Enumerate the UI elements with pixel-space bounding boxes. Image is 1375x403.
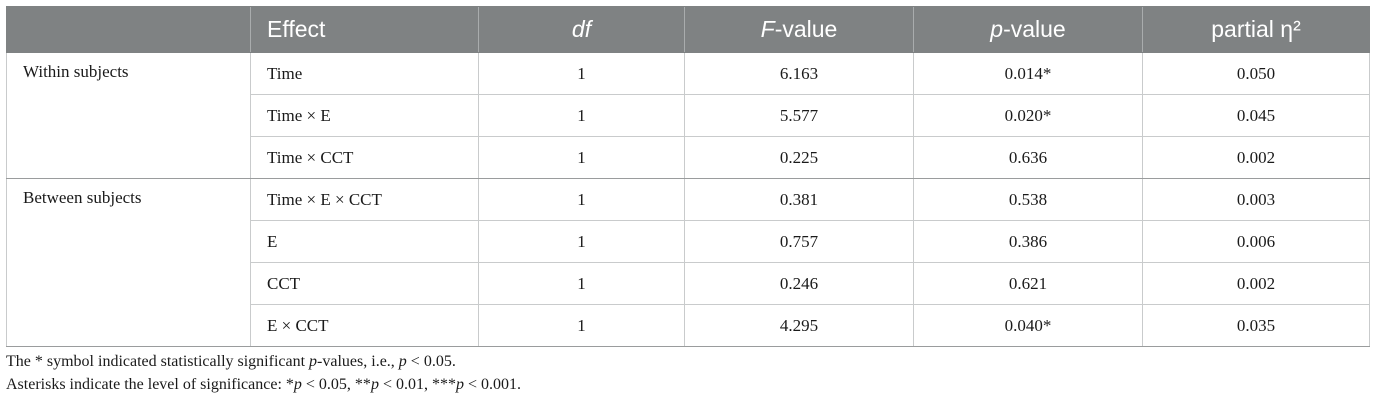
cell-effect: Time × E × CCT bbox=[250, 178, 479, 221]
table-row: CCT 1 0.246 0.621 0.002 bbox=[7, 262, 1370, 305]
table-footnotes: The * symbol indicated statistically sig… bbox=[6, 350, 521, 396]
header-p-italic: p bbox=[990, 16, 1004, 42]
cell-f-value: 0.246 bbox=[684, 262, 914, 305]
note1-p1: p bbox=[309, 353, 318, 370]
cell-partial-eta: 0.050 bbox=[1142, 52, 1370, 95]
note2-text-a: Asterisks indicate the level of signific… bbox=[6, 376, 294, 393]
cell-p-value: 0.636 bbox=[913, 136, 1143, 179]
note2-text-b: < 0.05, ** bbox=[301, 376, 371, 393]
cell-df: 1 bbox=[478, 136, 685, 179]
anova-results-table: Effect df F-value p-value partial η² Wit… bbox=[6, 6, 1370, 347]
note1-text-b: -values, i.e., bbox=[317, 353, 399, 370]
cell-effect: Time × CCT bbox=[250, 136, 479, 179]
cell-effect: E bbox=[250, 220, 479, 263]
cell-effect: Time × E bbox=[250, 94, 479, 137]
cell-df: 1 bbox=[478, 178, 685, 221]
header-effect: Effect bbox=[250, 6, 479, 53]
cell-f-value: 6.163 bbox=[684, 52, 914, 95]
note1-text-a: The * symbol indicated statistically sig… bbox=[6, 353, 310, 370]
cell-p-value: 0.386 bbox=[913, 220, 1143, 263]
note2-text-d: < 0.001. bbox=[463, 376, 521, 393]
cell-partial-eta: 0.003 bbox=[1142, 178, 1370, 221]
header-f-rest: -value bbox=[774, 16, 838, 42]
table-body: Within subjects Time 1 6.163 0.014* 0.05… bbox=[6, 52, 1370, 347]
header-p-rest: -value bbox=[1003, 16, 1066, 42]
cell-df: 1 bbox=[478, 304, 685, 347]
note2-p2: p bbox=[370, 376, 379, 393]
table-row: Within subjects Time 1 6.163 0.014* 0.05… bbox=[6, 52, 1370, 179]
note2-p1: p bbox=[293, 376, 302, 393]
header-f-value: F-value bbox=[684, 6, 914, 53]
table-row: E × CCT 1 4.295 0.040* 0.035 bbox=[7, 304, 1370, 347]
note1-text-c: < 0.05. bbox=[406, 353, 456, 370]
cell-df: 1 bbox=[478, 220, 685, 263]
cell-f-value: 0.225 bbox=[684, 136, 914, 179]
table-row: Time × E 1 5.577 0.020* 0.045 bbox=[7, 94, 1370, 137]
cell-partial-eta: 0.002 bbox=[1142, 262, 1370, 305]
cell-p-value: 0.014* bbox=[913, 52, 1143, 95]
group-label-within: Within subjects bbox=[6, 52, 251, 179]
group-label-between: Between subjects bbox=[6, 178, 251, 347]
header-p-value: p-value bbox=[913, 6, 1143, 53]
cell-p-value: 0.621 bbox=[913, 262, 1143, 305]
note2-p3: p bbox=[455, 376, 464, 393]
note1-p2: p bbox=[398, 353, 407, 370]
cell-df: 1 bbox=[478, 94, 685, 137]
cell-f-value: 0.757 bbox=[684, 220, 914, 263]
table-row: Between subjects Time × E × CCT 1 0.381 … bbox=[6, 178, 1370, 347]
table-row: E 1 0.757 0.386 0.006 bbox=[7, 220, 1370, 263]
cell-partial-eta: 0.006 bbox=[1142, 220, 1370, 263]
cell-partial-eta: 0.035 bbox=[1142, 304, 1370, 347]
cell-f-value: 0.381 bbox=[684, 178, 914, 221]
cell-f-value: 5.577 bbox=[684, 94, 914, 137]
table-row: Time × CCT 1 0.225 0.636 0.002 bbox=[7, 136, 1370, 179]
header-f-italic: F bbox=[760, 16, 775, 42]
header-partial-eta: partial η² bbox=[1142, 6, 1370, 53]
header-df: df bbox=[478, 6, 685, 53]
header-row: Effect df F-value p-value partial η² bbox=[6, 6, 1370, 53]
footnote-significance-symbol: The * symbol indicated statistically sig… bbox=[6, 350, 521, 373]
cell-effect: Time bbox=[250, 52, 479, 95]
footnote-significance-levels: Asterisks indicate the level of signific… bbox=[6, 373, 521, 396]
cell-partial-eta: 0.002 bbox=[1142, 136, 1370, 179]
cell-effect: E × CCT bbox=[250, 304, 479, 347]
cell-f-value: 4.295 bbox=[684, 304, 914, 347]
cell-p-value: 0.538 bbox=[913, 178, 1143, 221]
note2-text-c: < 0.01, *** bbox=[378, 376, 456, 393]
header-group bbox=[6, 6, 251, 53]
cell-df: 1 bbox=[478, 262, 685, 305]
cell-p-value: 0.040* bbox=[913, 304, 1143, 347]
cell-effect: CCT bbox=[250, 262, 479, 305]
cell-df: 1 bbox=[478, 52, 685, 95]
cell-p-value: 0.020* bbox=[913, 94, 1143, 137]
table-header: Effect df F-value p-value partial η² bbox=[6, 6, 1370, 53]
cell-partial-eta: 0.045 bbox=[1142, 94, 1370, 137]
